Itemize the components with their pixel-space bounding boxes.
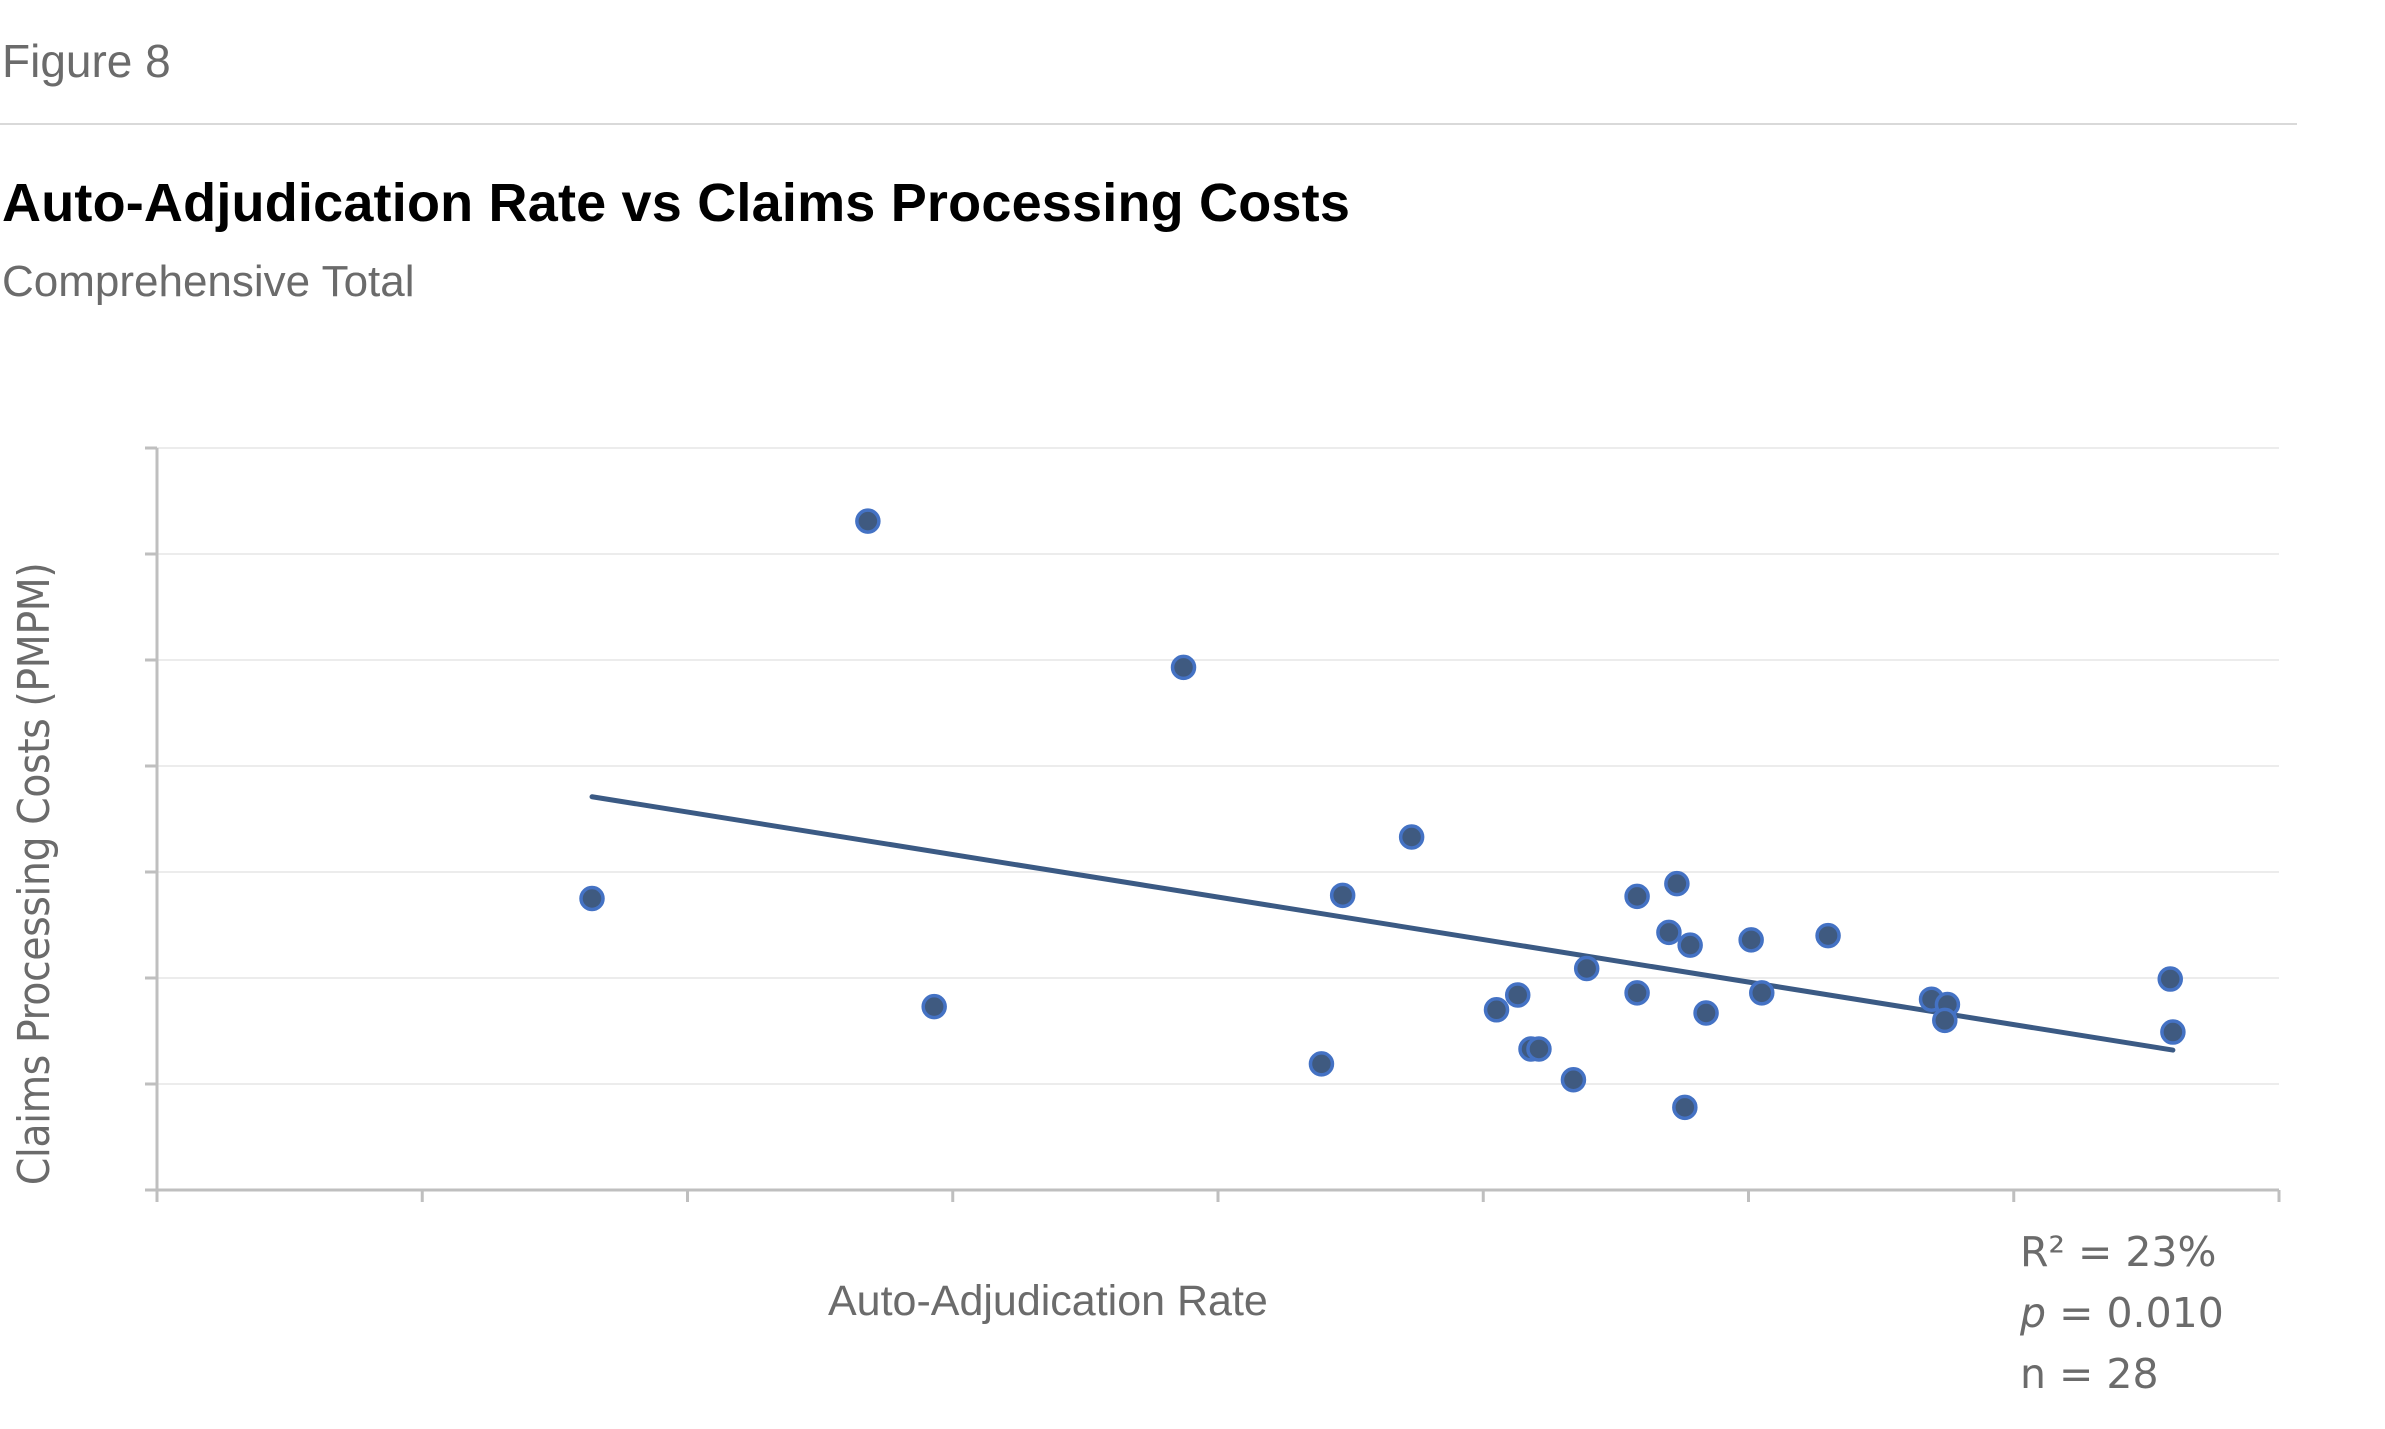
p-value-text: = 0.010	[2046, 1289, 2224, 1337]
sample-size: n = 28	[2020, 1350, 2159, 1398]
data-point	[1677, 932, 1703, 958]
data-point	[1526, 1036, 1552, 1062]
data-point	[1170, 654, 1197, 681]
data-point	[1664, 870, 1690, 897]
data-point	[1398, 824, 1425, 850]
x-axis-label: Auto-Adjudication Rate	[828, 1277, 1268, 1325]
data-point	[1560, 1067, 1587, 1093]
figure-label: Figure 8	[2, 35, 171, 87]
data-point	[2157, 966, 2183, 992]
data-point	[579, 885, 605, 912]
chart-subtitle: Comprehensive Total	[2, 257, 415, 306]
data-point	[1656, 919, 1682, 946]
data-point	[1308, 1051, 1335, 1077]
data-point	[1624, 883, 1650, 910]
header-separator	[0, 123, 2297, 125]
regression-stats: R² = 23% p = 0.010 n = 28	[2020, 1222, 2224, 1405]
r-squared: R² = 23%	[2020, 1228, 2217, 1276]
data-point	[1483, 997, 1510, 1023]
gridlines	[157, 447, 2279, 1085]
data-points	[579, 508, 2186, 1121]
trendline	[589, 794, 2176, 1053]
chart-title: Auto-Adjudication Rate vs Claims Process…	[2, 173, 1351, 233]
x-axis	[145, 1188, 2281, 1202]
data-point	[2160, 1019, 2186, 1045]
data-point	[1693, 1000, 1719, 1026]
data-point	[1932, 1007, 1958, 1034]
data-point	[1504, 982, 1531, 1008]
data-point	[1624, 980, 1650, 1006]
data-point	[1329, 882, 1356, 909]
data-point	[921, 993, 947, 1020]
data-point	[855, 508, 881, 534]
y-axis	[145, 446, 159, 1202]
p-symbol: p	[2020, 1289, 2047, 1337]
p-value: p = 0.010	[2020, 1283, 2224, 1344]
data-point	[1738, 927, 1764, 953]
data-point	[1672, 1094, 1698, 1121]
data-point	[1749, 980, 1775, 1006]
data-point	[1573, 955, 1600, 982]
data-point	[1815, 922, 1841, 949]
trendline-path	[589, 794, 2176, 1053]
y-axis-label: Claims Processing Costs (PMPM)	[9, 562, 60, 1186]
